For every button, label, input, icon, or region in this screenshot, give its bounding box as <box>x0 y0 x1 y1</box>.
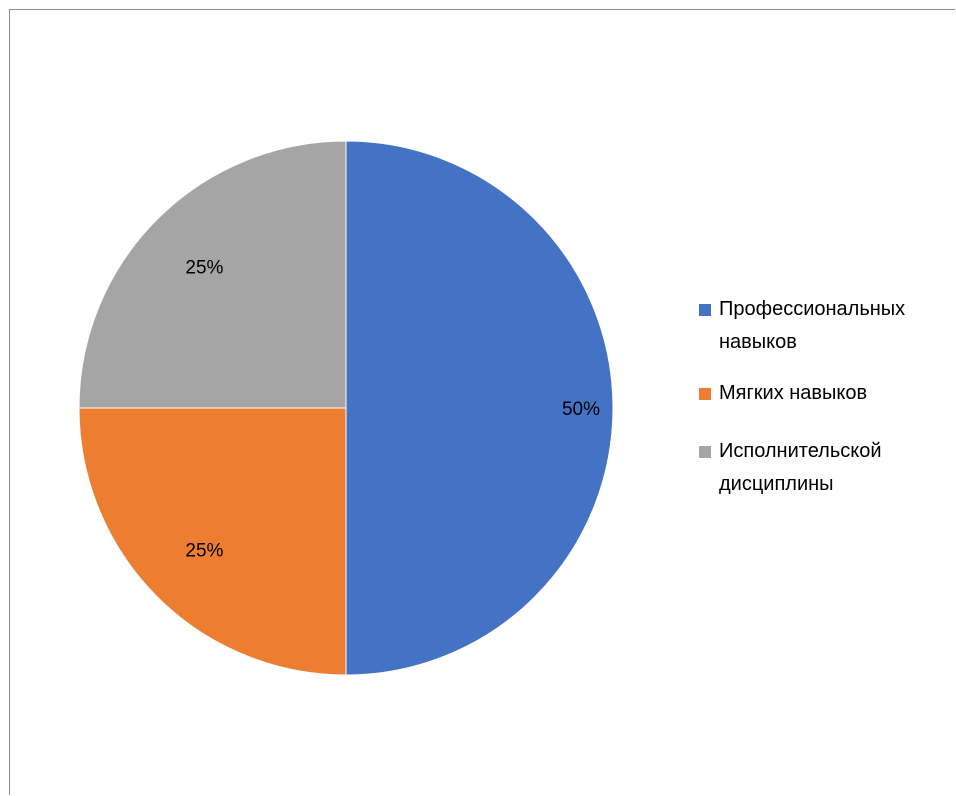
legend-swatch-discipline <box>699 446 711 458</box>
legend-item-soft: Мягких навыков <box>695 377 950 410</box>
data-label-discipline: 25% <box>185 257 223 278</box>
pie-slice-soft <box>78 407 347 676</box>
legend-label-soft: Мягких навыков <box>719 382 868 404</box>
pie-slice-discipline <box>78 140 347 409</box>
data-label-professional: 50% <box>562 399 600 420</box>
legend-swatch-soft <box>699 388 711 400</box>
pie-slice-professional <box>345 140 614 676</box>
legend: Профессиональных навыков Мягких навыков … <box>695 293 950 519</box>
legend-item-discipline: Исполнительской дисциплины <box>695 435 950 501</box>
legend-label-professional: Профессиональных навыков <box>719 298 906 353</box>
data-label-soft: 25% <box>185 541 223 562</box>
legend-swatch-professional <box>699 304 711 316</box>
legend-item-professional: Профессиональных навыков <box>695 293 950 359</box>
legend-label-discipline: Исполнительской дисциплины <box>719 440 882 495</box>
